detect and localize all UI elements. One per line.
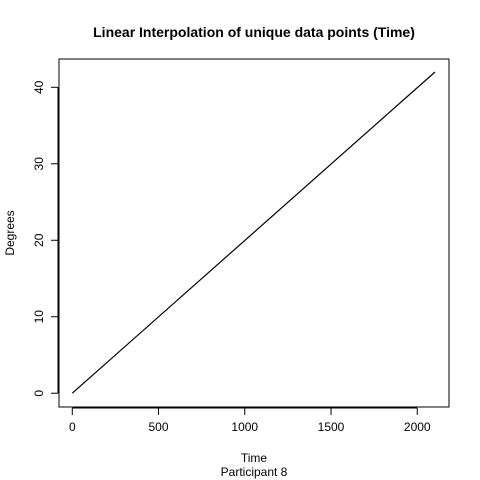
plot-frame xyxy=(58,58,450,408)
y-tick-label: 20 xyxy=(32,233,46,247)
y-tick-label: 30 xyxy=(32,157,46,171)
x-axis: 0 500 1000 1500 2000 xyxy=(69,407,431,434)
x-tick-label: 1000 xyxy=(231,420,258,434)
y-axis: 0 10 20 30 40 xyxy=(32,80,59,397)
x-tick-label: 2000 xyxy=(404,420,431,434)
series-layer xyxy=(71,71,436,394)
x-axis-label: Time xyxy=(241,451,268,465)
y-tick-label: 0 xyxy=(32,390,46,397)
y-tick-label: 10 xyxy=(32,310,46,324)
y-tick-label: 40 xyxy=(32,80,46,94)
chart-subtitle: Participant 8 xyxy=(221,465,288,479)
y-axis-label: Degrees xyxy=(3,210,17,255)
x-tick-label: 0 xyxy=(69,420,76,434)
x-tick-label: 500 xyxy=(149,420,169,434)
series-line xyxy=(71,71,436,394)
chart-title: Linear Interpolation of unique data poin… xyxy=(93,24,415,40)
x-tick-label: 1500 xyxy=(318,420,345,434)
